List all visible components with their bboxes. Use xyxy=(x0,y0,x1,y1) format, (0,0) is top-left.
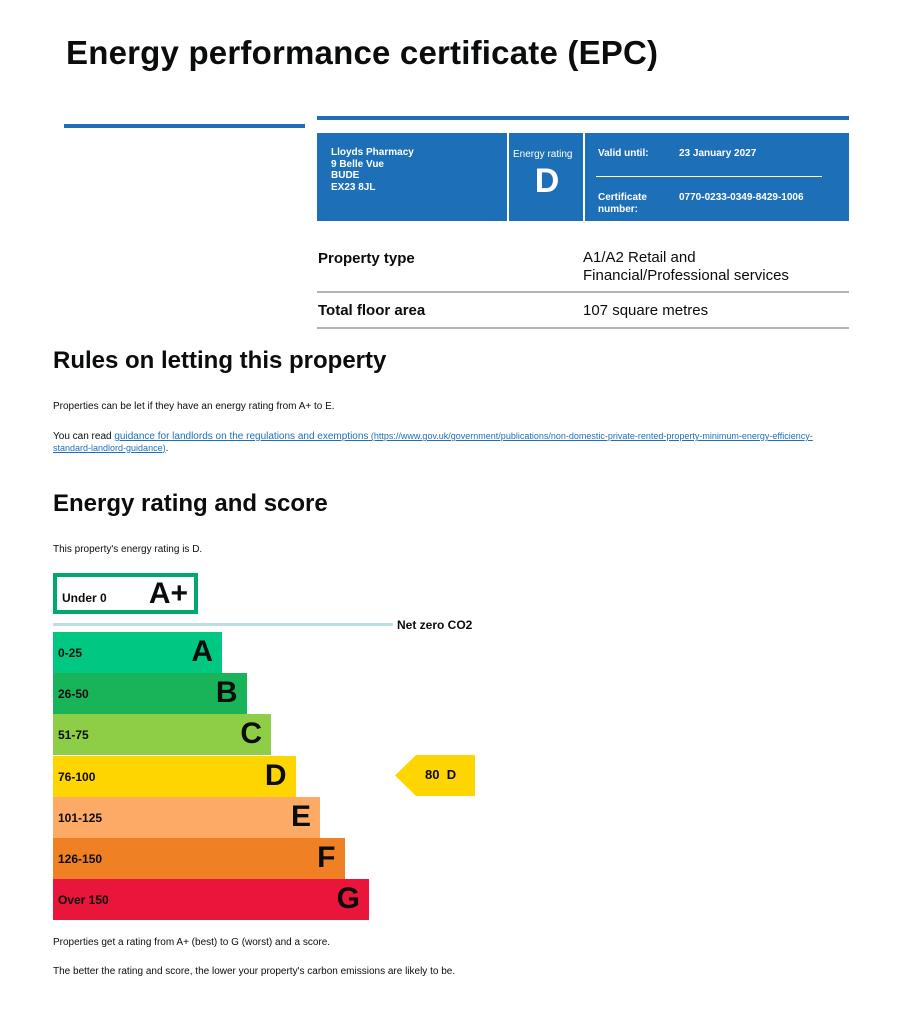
certificate-number-label-line: number: xyxy=(598,203,638,215)
certificate-number-label: Certificate number: xyxy=(598,192,647,215)
property-type-value: A1/A2 Retail and Financial/Professional … xyxy=(583,249,789,285)
band-letter: D xyxy=(264,758,287,792)
band-d: 76-100 D xyxy=(53,755,296,797)
property-type-value-line: Financial/Professional services xyxy=(583,267,789,284)
current-rating-pointer: 80 D xyxy=(395,755,475,796)
current-letter: D xyxy=(446,767,457,782)
certificate-number-label-line: Certificate xyxy=(598,192,647,203)
rating-intro: This property's energy rating is D. xyxy=(53,544,203,555)
address-line: BUDE xyxy=(331,170,360,181)
pointer-arrow xyxy=(395,755,475,796)
letting-paragraph: Properties can be let if they have an en… xyxy=(53,401,335,412)
band-range-label: 101-125 xyxy=(58,810,103,825)
rating-heading: Energy rating and score xyxy=(53,490,328,517)
band-e: 101-125 E xyxy=(53,796,320,838)
address-line: Lloyds Pharmacy xyxy=(331,147,414,158)
certificate-number-value: 0770-0233-0349-8429-1006 xyxy=(679,192,804,203)
energy-rating-label: Energy rating xyxy=(513,149,573,160)
band-letter: A+ xyxy=(148,577,188,610)
guidance-link[interactable]: guidance for landlords on the regulation… xyxy=(114,431,369,442)
band-range-label: 51-75 xyxy=(58,728,89,743)
floor-area-label: Total floor area xyxy=(318,302,426,319)
net-zero-line xyxy=(53,623,393,626)
band-range-label: 76-100 xyxy=(58,769,96,784)
property-type-value-line: A1/A2 Retail and xyxy=(583,249,696,266)
address-line: EX23 8JL xyxy=(331,181,376,193)
certificate-summary: Lloyds Pharmacy 9 Belle Vue BUDE EX23 8J… xyxy=(317,133,849,221)
band-b: 26-50 B xyxy=(53,673,247,715)
guidance-url[interactable]: (https://www.gov.uk/government/publicati… xyxy=(53,431,813,453)
band-range-label: Over 150 xyxy=(58,893,109,908)
rating-footer-2: The better the rating and score, the low… xyxy=(53,966,456,977)
divider xyxy=(507,133,509,221)
page-title: Energy performance certificate (EPC) xyxy=(66,34,659,71)
property-type-row: Property type A1/A2 Retail and Financial… xyxy=(317,238,849,293)
letting-guidance-paragraph: You can read guidance for landlords on t… xyxy=(53,431,833,454)
floor-area-row: Total floor area 107 square metres xyxy=(317,293,849,329)
net-zero-label: Net zero CO2 xyxy=(397,618,473,632)
band-a-plus: Under 0 A+ xyxy=(53,573,198,614)
floor-area-value: 107 square metres xyxy=(583,302,709,319)
band-letter: B xyxy=(215,676,238,710)
band-range-label: 0-25 xyxy=(58,646,83,660)
current-rating-text: 80 D xyxy=(425,767,456,782)
band-letter: E xyxy=(290,799,311,833)
band-g: Over 150 G xyxy=(53,879,369,921)
band-range-label: 126-150 xyxy=(58,852,103,866)
address-line: 9 Belle Vue xyxy=(331,158,384,170)
guidance-prefix: You can read xyxy=(53,431,115,442)
band-range-label: 26-50 xyxy=(58,687,89,702)
property-address: Lloyds Pharmacy 9 Belle Vue BUDE EX23 8J… xyxy=(331,147,414,193)
current-score: 80 xyxy=(425,767,440,782)
valid-until-label: Valid until: xyxy=(598,148,649,159)
header-rule-right xyxy=(317,116,849,120)
band-f: 126-150 F xyxy=(53,838,345,879)
band-a: 0-25 A xyxy=(53,632,222,673)
guidance-suffix: . xyxy=(165,442,169,454)
rating-footer-1: Properties get a rating from A+ (best) t… xyxy=(53,937,331,948)
band-letter: A xyxy=(191,635,213,668)
band-letter: C xyxy=(240,717,262,751)
energy-rating-letter: D xyxy=(534,162,560,200)
divider xyxy=(583,133,585,221)
valid-until-value: 23 January 2027 xyxy=(679,148,757,159)
header-rule-left xyxy=(64,124,305,128)
property-type-label: Property type xyxy=(318,250,415,267)
letting-heading: Rules on letting this property xyxy=(53,347,387,374)
divider xyxy=(596,176,822,177)
band-range-label: Under 0 xyxy=(62,591,107,605)
band-letter: F xyxy=(317,841,336,874)
band-letter: G xyxy=(336,882,360,916)
band-c: 51-75 C xyxy=(53,714,271,756)
